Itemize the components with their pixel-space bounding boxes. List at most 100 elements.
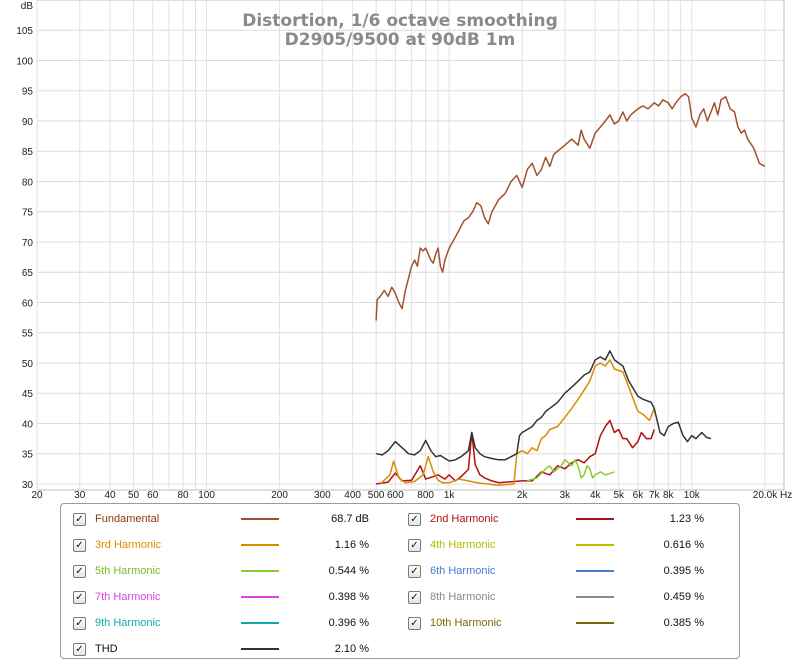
chart-title: Distortion, 1/6 octave smoothing (242, 11, 558, 31)
y-tick-label: 75 (22, 208, 34, 219)
legend-series-name: 8th Harmonic (430, 591, 496, 603)
legend-checkbox[interactable]: ✓ (408, 590, 421, 604)
legend-color-swatch (241, 596, 279, 598)
y-tick-label: 65 (22, 268, 34, 279)
y-tick-label: 70 (22, 238, 34, 249)
legend-value: 68.7 dB (331, 513, 369, 525)
y-tick-label: 45 (22, 389, 34, 400)
plot-background (36, 0, 785, 491)
legend-checkbox[interactable]: ✓ (73, 564, 86, 578)
y-tick-label: 85 (22, 147, 34, 158)
x-tick-label: 7k (649, 490, 661, 500)
y-tick-label: 55 (22, 329, 34, 340)
legend-checkbox[interactable]: ✓ (73, 590, 86, 604)
x-tick-label: 20.0k Hz (753, 490, 792, 500)
legend-checkbox[interactable]: ✓ (408, 512, 421, 526)
legend-color-swatch (576, 544, 614, 546)
x-tick-label: 60 (147, 490, 159, 500)
legend-row: ✓ Fundamental 68.7 dB (73, 509, 393, 529)
legend-value: 0.385 % (663, 617, 704, 629)
x-tick-label: 80 (177, 490, 189, 500)
legend-series-name: 9th Harmonic (95, 617, 161, 629)
legend-value: 0.395 % (663, 565, 704, 577)
y-tick-label: 90 (22, 117, 34, 128)
legend-color-swatch (241, 622, 279, 624)
legend-row: ✓ 5th Harmonic 0.544 % (73, 561, 393, 581)
y-axis-label: dB (21, 1, 34, 12)
legend-value: 0.544 % (328, 565, 369, 577)
legend-row: ✓ 4th Harmonic 0.616 % (408, 535, 728, 555)
x-tick-label: 1k (444, 490, 456, 500)
x-tick-label: 2k (517, 490, 529, 500)
legend-value: 0.396 % (328, 617, 369, 629)
x-tick-label: 4k (590, 490, 602, 500)
legend-color-swatch (241, 544, 279, 546)
grid (36, 0, 784, 490)
y-tick-label: 30 (22, 480, 34, 491)
legend-series-name: 2nd Harmonic (430, 513, 499, 525)
legend-row: ✓ 9th Harmonic 0.396 % (73, 613, 393, 633)
series-line-2nd-harmonic (375, 419, 655, 485)
legend-series-name: Fundamental (95, 513, 160, 525)
legend-checkbox[interactable]: ✓ (408, 538, 421, 552)
x-tick-label: 600 (387, 490, 404, 500)
legend-value: 2.10 % (334, 643, 369, 655)
chart-subtitle: D2905/9500 at 90dB 1m (285, 30, 516, 50)
legend-row: ✓ 3rd Harmonic 1.16 % (73, 535, 393, 555)
legend-checkbox[interactable]: ✓ (73, 512, 86, 526)
legend-color-swatch (241, 648, 279, 650)
y-tick-label: 95 (22, 87, 34, 98)
x-tick-label: 3k (560, 490, 572, 500)
y-tick-label: 105 (16, 26, 33, 37)
legend-color-swatch (241, 518, 279, 520)
y-tick-label: 100 (16, 56, 33, 67)
x-tick-label: 400 (344, 490, 361, 500)
series-layer (375, 93, 766, 486)
legend-row: ✓ THD 2.10 % (73, 639, 393, 659)
legend-value: 1.23 % (669, 513, 704, 525)
x-tick-label: 50 (128, 490, 140, 500)
legend-value: 0.459 % (663, 591, 704, 603)
x-tick-label: 40 (104, 490, 116, 500)
legend-value: 0.398 % (328, 591, 369, 603)
legend-row: ✓ 8th Harmonic 0.459 % (408, 587, 728, 607)
x-tick-label: 200 (271, 490, 288, 500)
legend-color-swatch (576, 622, 614, 624)
x-tick-label: 100 (198, 490, 215, 500)
legend-color-swatch (576, 570, 614, 572)
legend-color-swatch (576, 518, 614, 520)
x-tick-label: 500 (368, 490, 385, 500)
legend-checkbox[interactable]: ✓ (408, 616, 421, 630)
series-line-fundamental (375, 93, 766, 321)
legend-checkbox[interactable]: ✓ (408, 564, 421, 578)
y-tick-label: 80 (22, 177, 34, 188)
legend-series-name: 7th Harmonic (95, 591, 161, 603)
x-tick-label: 300 (314, 490, 331, 500)
legend-row: ✓ 6th Harmonic 0.395 % (408, 561, 728, 581)
legend-checkbox[interactable]: ✓ (73, 616, 86, 630)
legend-checkbox[interactable]: ✓ (73, 642, 86, 656)
x-tick-label: 8k (663, 490, 675, 500)
x-tick-label: 800 (417, 490, 434, 500)
x-tick-label: 20 (31, 490, 43, 500)
legend-row: ✓ 7th Harmonic 0.398 % (73, 587, 393, 607)
legend-color-swatch (576, 596, 614, 598)
y-tick-label: 60 (22, 298, 34, 309)
legend-checkbox[interactable]: ✓ (73, 538, 86, 552)
legend-row: ✓ 2nd Harmonic 1.23 % (408, 509, 728, 529)
legend-value: 0.616 % (663, 539, 704, 551)
series-line-3rd-harmonic (379, 359, 655, 486)
legend-series-name: 5th Harmonic (95, 565, 161, 577)
x-tick-label: 10k (684, 490, 701, 500)
legend-series-name: THD (95, 643, 118, 655)
legend-row: ✓ 10th Harmonic 0.385 % (408, 613, 728, 633)
legend-series-name: 4th Harmonic (430, 539, 496, 551)
y-tick-label: 40 (22, 419, 34, 430)
series-line-5th-harmonic (527, 459, 615, 482)
x-tick-label: 5k (613, 490, 625, 500)
x-tick-label: 6k (633, 490, 645, 500)
legend-color-swatch (241, 570, 279, 572)
y-tick-label: 50 (22, 359, 34, 370)
